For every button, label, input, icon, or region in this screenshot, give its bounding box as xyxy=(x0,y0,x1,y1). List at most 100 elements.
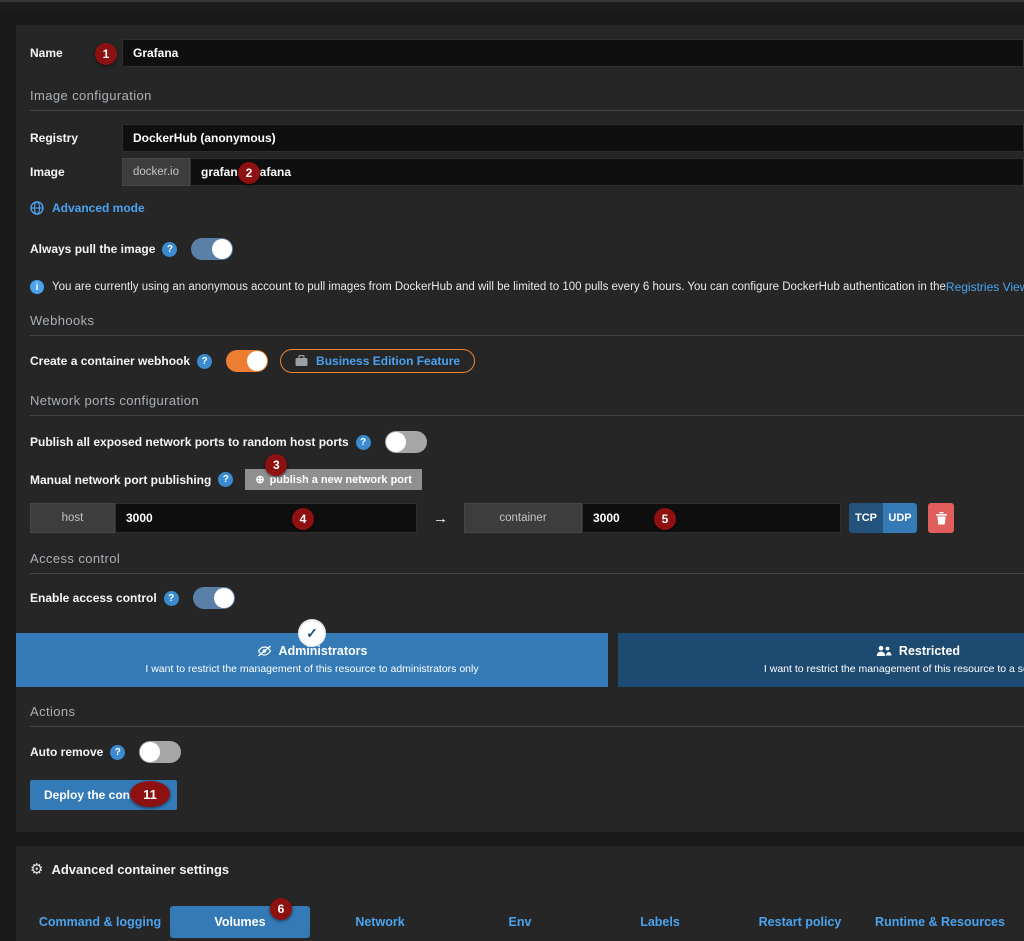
advanced-mode-row: Advanced mode xyxy=(30,201,1024,215)
tab-runtime-resources[interactable]: Runtime & Resources xyxy=(875,915,1005,929)
deploy-button[interactable]: Deploy the container 11 xyxy=(30,780,177,810)
container-form-panel: Name 1 Grafana Image configuration Regis… xyxy=(16,25,1024,832)
image-row: Image docker.io grafana/grafana 2 xyxy=(30,158,1024,186)
auto-remove-toggle[interactable] xyxy=(139,741,182,763)
webhooks-heading: Webhooks xyxy=(30,313,1024,336)
tab-restart-policy[interactable]: Restart policy xyxy=(758,915,842,929)
step-badge-11: 11 xyxy=(130,781,170,807)
container-port-input[interactable]: 3000 5 xyxy=(582,503,841,533)
actions-heading: Actions xyxy=(30,704,1024,727)
registry-select[interactable]: DockerHub (anonymous) xyxy=(122,124,1024,152)
step-badge-4: 4 xyxy=(292,508,314,530)
name-input[interactable]: Grafana xyxy=(122,39,1024,67)
tab-env[interactable]: Env xyxy=(508,915,532,929)
image-label: Image xyxy=(30,165,65,179)
publish-all-row: Publish all exposed network ports to ran… xyxy=(30,431,1024,453)
tab-command-logging[interactable]: Command & logging xyxy=(38,915,162,929)
tab-volumes-label: Volumes xyxy=(214,915,266,929)
image-input[interactable]: grafana/grafana 2 xyxy=(190,158,1024,186)
name-row: Name 1 Grafana xyxy=(30,39,1024,67)
publish-all-label: Publish all exposed network ports to ran… xyxy=(30,435,349,449)
pull-limit-notice: i You are currently using an anonymous a… xyxy=(30,280,1024,294)
publish-all-toggle[interactable] xyxy=(384,431,427,453)
briefcase-icon xyxy=(295,355,308,366)
tab-labels[interactable]: Labels xyxy=(640,915,680,929)
registry-label: Registry xyxy=(30,131,79,145)
gear-icon: ⚙ xyxy=(30,861,44,878)
udp-button[interactable]: UDP xyxy=(883,503,917,533)
remove-port-button[interactable] xyxy=(928,503,954,533)
users-icon xyxy=(876,645,892,656)
manual-publish-label: Manual network port publishing xyxy=(30,472,212,487)
restricted-title: Restricted xyxy=(898,644,961,658)
registries-view-link[interactable]: Registries View xyxy=(945,280,1024,294)
container-port-value: 3000 xyxy=(593,511,620,525)
help-icon[interactable]: ? xyxy=(355,434,371,450)
plus-circle-icon: ⊕ xyxy=(255,474,265,486)
name-value: Grafana xyxy=(133,46,179,60)
deploy-row: Deploy the container 11 xyxy=(30,780,1024,810)
advanced-settings-panel: ⚙ Advanced container settings Command & … xyxy=(16,846,1024,941)
registry-row: Registry DockerHub (anonymous) xyxy=(30,124,1024,152)
restricted-subtitle: I want to restrict the management of thi… xyxy=(763,663,1024,675)
name-label: Name xyxy=(30,46,63,60)
administrators-title: Administrators xyxy=(278,644,368,658)
access-control-heading: Access control xyxy=(30,551,1024,574)
toggle-knob xyxy=(247,351,268,371)
arrow-icon: → xyxy=(433,509,448,527)
port-mapping-row: host 3000 4 → container 3000 5 TCP UDP xyxy=(30,503,1024,533)
always-pull-row: Always pull the image ? xyxy=(30,238,1024,260)
publish-port-label: publish a new network port xyxy=(269,473,412,486)
webhook-label: Create a container webhook xyxy=(30,354,191,368)
help-icon[interactable]: ? xyxy=(162,241,178,257)
host-port-value: 3000 xyxy=(126,511,153,525)
access-cards: ✓ Administrators I want to restrict the … xyxy=(16,621,1024,687)
registry-value: DockerHub (anonymous) xyxy=(133,131,276,145)
help-icon[interactable]: ? xyxy=(218,472,234,487)
tab-volumes[interactable]: Volumes 6 xyxy=(170,898,310,938)
manual-publish-row: Manual network port publishing ? ⊕ publi… xyxy=(30,454,1024,490)
advanced-mode-link[interactable]: Advanced mode xyxy=(52,201,145,215)
image-config-heading: Image configuration xyxy=(30,88,1024,111)
publish-port-button[interactable]: ⊕ publish a new network port 3 xyxy=(245,454,422,490)
administrators-card[interactable]: ✓ Administrators I want to restrict the … xyxy=(16,621,608,687)
advanced-tabs: Command & logging Volumes 6 Network Env … xyxy=(30,898,1024,938)
info-icon: i xyxy=(30,280,44,294)
step-badge-3: 3 xyxy=(265,454,288,476)
top-bar xyxy=(0,0,1024,12)
step-badge-6: 6 xyxy=(270,898,292,920)
image-registry-addon: docker.io xyxy=(122,158,190,186)
auto-remove-row: Auto remove ? xyxy=(30,741,1024,763)
auto-remove-label: Auto remove xyxy=(30,745,104,759)
globe-icon xyxy=(30,201,44,215)
trash-icon xyxy=(935,511,947,524)
advanced-heading: Advanced container settings xyxy=(51,861,230,877)
host-port-addon: host xyxy=(30,503,115,533)
toggle-knob xyxy=(140,742,161,762)
always-pull-toggle[interactable] xyxy=(191,238,234,260)
toggle-knob xyxy=(212,239,233,259)
help-icon[interactable]: ? xyxy=(163,590,179,606)
help-icon[interactable]: ? xyxy=(197,353,213,369)
tcp-button[interactable]: TCP xyxy=(849,503,883,533)
toggle-knob xyxy=(213,588,234,608)
eye-slash-icon xyxy=(257,645,271,657)
host-port-input[interactable]: 3000 4 xyxy=(115,503,417,533)
container-port-addon: container xyxy=(464,503,582,533)
selected-check-icon: ✓ xyxy=(300,621,324,645)
webhook-row: Create a container webhook ? Business Ed… xyxy=(30,349,1024,373)
tab-network[interactable]: Network xyxy=(355,915,405,929)
access-control-toggle[interactable] xyxy=(192,587,235,609)
network-ports-heading: Network ports configuration xyxy=(30,393,1024,416)
help-icon[interactable]: ? xyxy=(110,744,126,760)
advanced-heading-row: ⚙ Advanced container settings xyxy=(30,860,1024,878)
step-badge-1: 1 xyxy=(95,43,117,65)
restricted-card[interactable]: Restricted I want to restrict the manage… xyxy=(618,633,1024,687)
step-badge-5: 5 xyxy=(654,508,676,530)
notice-text: You are currently using an anonymous acc… xyxy=(52,281,946,293)
enable-access-label: Enable access control xyxy=(30,591,157,605)
webhook-toggle[interactable] xyxy=(226,350,269,372)
business-edition-pill: Business Edition Feature xyxy=(280,349,476,373)
step-badge-2: 2 xyxy=(238,162,260,184)
enable-access-row: Enable access control ? xyxy=(30,587,1024,609)
